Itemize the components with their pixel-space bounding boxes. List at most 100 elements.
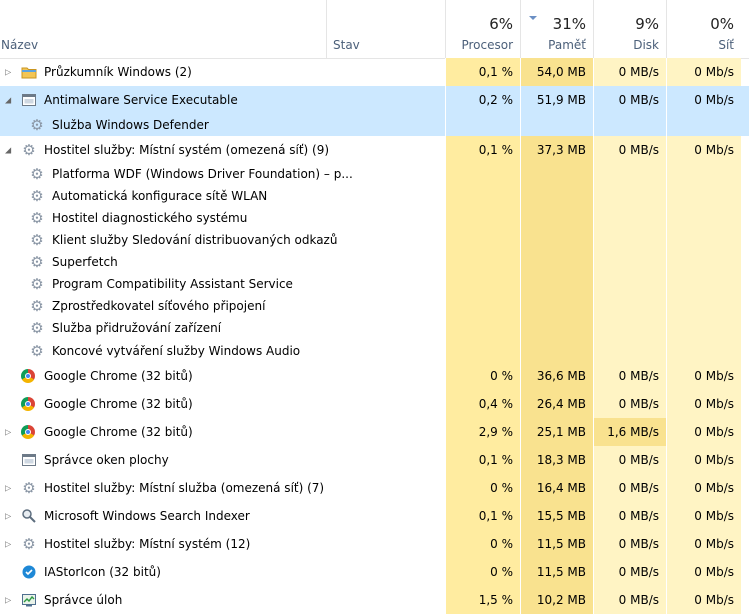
cell-disk <box>593 317 666 339</box>
collapse-arrow-icon[interactable]: ◢ <box>5 145 12 154</box>
process-row[interactable]: 0,2 % 51,9 MB 0 MB/s 0 Mb/s ◢ Antimalware Ser… <box>0 86 749 113</box>
cell-disk <box>593 229 666 251</box>
column-header-status[interactable]: Stav <box>326 0 446 58</box>
process-row[interactable]: 0,1 % 54,0 MB 0 MB/s 0 Mb/s ▷ Průzkumník Wind… <box>0 58 749 86</box>
process-row[interactable]: 0 % 16,4 MB 0 MB/s 0 Mb/s ▷ ⚙ Hostitel služby:… <box>0 474 749 502</box>
cell-mem <box>520 229 593 251</box>
value-mem: 25,1 MB <box>536 425 586 439</box>
cell-disk <box>593 339 666 362</box>
collapse-arrow-icon[interactable]: ◢ <box>5 95 12 104</box>
process-row[interactable]: ⚙ Platforma WDF (Windows Driver Foundatio… <box>0 163 749 185</box>
process-row[interactable]: 0,1 % 18,3 MB 0 MB/s 0 Mb/s Správce oken plo… <box>0 446 749 474</box>
cell-net: 0 Mb/s <box>666 502 741 530</box>
gear-icon: ⚙ <box>22 535 36 553</box>
cell-cpu: 0,1 % <box>445 502 520 530</box>
cell-mem: 15,5 MB <box>520 502 593 530</box>
expand-arrow-icon[interactable]: ▷ <box>5 539 12 549</box>
value-cpu: 0 % <box>490 565 513 579</box>
process-row[interactable]: 0,1 % 15,5 MB 0 MB/s 0 Mb/s ▷ Microsoft Windo… <box>0 502 749 530</box>
cell-disk <box>593 273 666 295</box>
taskmgr-icon <box>21 592 37 608</box>
cell-net <box>666 273 741 295</box>
process-name: Hostitel služby: Místní systém (omezená … <box>44 142 330 157</box>
value-mem: 26,4 MB <box>536 397 586 411</box>
process-row[interactable]: ⚙ Služba Windows Defender <box>0 113 749 136</box>
expand-arrow-icon[interactable]: ▷ <box>5 427 12 437</box>
cell-disk: 0 MB/s <box>593 86 666 113</box>
expand-arrow-icon[interactable]: ▷ <box>5 511 12 521</box>
process-row[interactable]: ⚙ Klient služby Sledování distribuovaných… <box>0 229 749 251</box>
cell-mem: 51,9 MB <box>520 86 593 113</box>
column-header-name[interactable]: Název <box>0 0 326 58</box>
cell-net: 0 Mb/s <box>666 446 741 474</box>
cell-mem: 26,4 MB <box>520 390 593 418</box>
process-name: Google Chrome (32 bitů) <box>44 397 193 411</box>
value-cpu: 0,4 % <box>478 397 513 411</box>
value-disk: 0 MB/s <box>618 369 659 383</box>
process-row[interactable]: ⚙ Automatická konfigurace sítě WLAN <box>0 185 749 207</box>
column-header-disk[interactable]: 9% Disk <box>593 0 667 58</box>
value-net: 0 Mb/s <box>694 425 734 439</box>
process-row[interactable]: 2,9 % 25,1 MB 1,6 MB/s 0 Mb/s ▷ Google Chrome… <box>0 418 749 446</box>
process-name: Antimalware Service Executable <box>44 92 238 107</box>
column-header-cpu[interactable]: 6% Procesor <box>445 0 521 58</box>
process-row[interactable]: 1,5 % 10,2 MB 0 MB/s 0 Mb/s ▷ Správce úloh <box>0 586 749 614</box>
process-name: Google Chrome (32 bitů) <box>44 369 193 383</box>
cell-mem <box>520 207 593 229</box>
value-net: 0 Mb/s <box>694 509 734 523</box>
expand-arrow-icon[interactable]: ▷ <box>5 483 12 493</box>
column-header-cpu-label: Procesor <box>461 38 513 52</box>
process-row[interactable]: ⚙ Služba přidružování zařízení <box>0 317 749 339</box>
process-row[interactable]: ⚙ Program Compatibility Assistant Service <box>0 273 749 295</box>
cell-cpu <box>445 273 520 295</box>
cell-cpu <box>445 185 520 207</box>
cell-net <box>666 185 741 207</box>
cell-disk: 0 MB/s <box>593 136 666 163</box>
process-row[interactable]: ⚙ Zprostředkovatel síťového připojení <box>0 295 749 317</box>
column-header-memory[interactable]: 31% Paměť <box>520 0 594 58</box>
expand-arrow-icon[interactable]: ▷ <box>5 67 12 77</box>
value-net: 0 Mb/s <box>694 369 734 383</box>
value-net: 0 Mb/s <box>694 593 734 607</box>
cell-disk <box>593 251 666 273</box>
gear-icon: ⚙ <box>30 115 44 134</box>
value-net: 0 Mb/s <box>694 481 734 495</box>
value-net: 0 Mb/s <box>694 537 734 551</box>
process-row[interactable]: 0 % 36,6 MB 0 MB/s 0 Mb/s Google Chrome (32 … <box>0 362 749 390</box>
process-row[interactable]: 0,4 % 26,4 MB 0 MB/s 0 Mb/s Google Chrome (3… <box>0 390 749 418</box>
expand-arrow-icon[interactable]: ▷ <box>5 595 12 605</box>
column-header-network[interactable]: 0% Síť <box>666 0 742 58</box>
cell-disk: 0 MB/s <box>593 474 666 502</box>
process-row[interactable]: 0 % 11,5 MB 0 MB/s 0 Mb/s ▷ ⚙ Hostitel služby:… <box>0 530 749 558</box>
process-name: Správce úloh <box>44 593 123 607</box>
process-name: Microsoft Windows Search Indexer <box>44 509 250 523</box>
process-name: Automatická konfigurace sítě WLAN <box>52 189 268 203</box>
process-name: Hostitel služby: Místní služba (omezená … <box>44 481 325 495</box>
process-name: Platforma WDF (Windows Driver Foundation… <box>52 167 353 181</box>
cell-cpu: 2,9 % <box>445 418 520 446</box>
cell-net: 0 Mb/s <box>666 586 741 614</box>
process-name: Správce oken plochy <box>44 453 169 467</box>
gear-icon: ⚙ <box>30 275 44 293</box>
value-disk: 0 MB/s <box>618 397 659 411</box>
process-row[interactable]: ⚙ Superfetch <box>0 251 749 273</box>
value-mem: 11,5 MB <box>536 537 586 551</box>
cell-mem: 18,3 MB <box>520 446 593 474</box>
chrome-icon <box>21 397 35 411</box>
cell-mem <box>520 273 593 295</box>
network-total-percent: 0% <box>710 15 734 33</box>
value-cpu: 0,1 % <box>478 65 513 79</box>
process-row[interactable]: 0 % 11,5 MB 0 MB/s 0 Mb/s IAStorIcon (32 bit… <box>0 558 749 586</box>
cell-disk: 0 MB/s <box>593 530 666 558</box>
process-name: Program Compatibility Assistant Service <box>52 277 293 291</box>
value-cpu: 0,2 % <box>478 92 513 107</box>
value-disk: 0 MB/s <box>618 593 659 607</box>
gear-icon: ⚙ <box>30 297 44 315</box>
process-row[interactable]: ⚙ Hostitel diagnostického systému <box>0 207 749 229</box>
cell-mem: 10,2 MB <box>520 586 593 614</box>
cell-cpu: 0,4 % <box>445 390 520 418</box>
process-row[interactable]: 0,1 % 37,3 MB 0 MB/s 0 Mb/s ◢ ⚙ Hostitel služb… <box>0 136 749 163</box>
cell-cpu: 0,1 % <box>445 58 520 86</box>
process-name: Průzkumník Windows (2) <box>44 65 192 79</box>
process-row[interactable]: ⚙ Koncové vytváření služby Windows Audio <box>0 339 749 362</box>
